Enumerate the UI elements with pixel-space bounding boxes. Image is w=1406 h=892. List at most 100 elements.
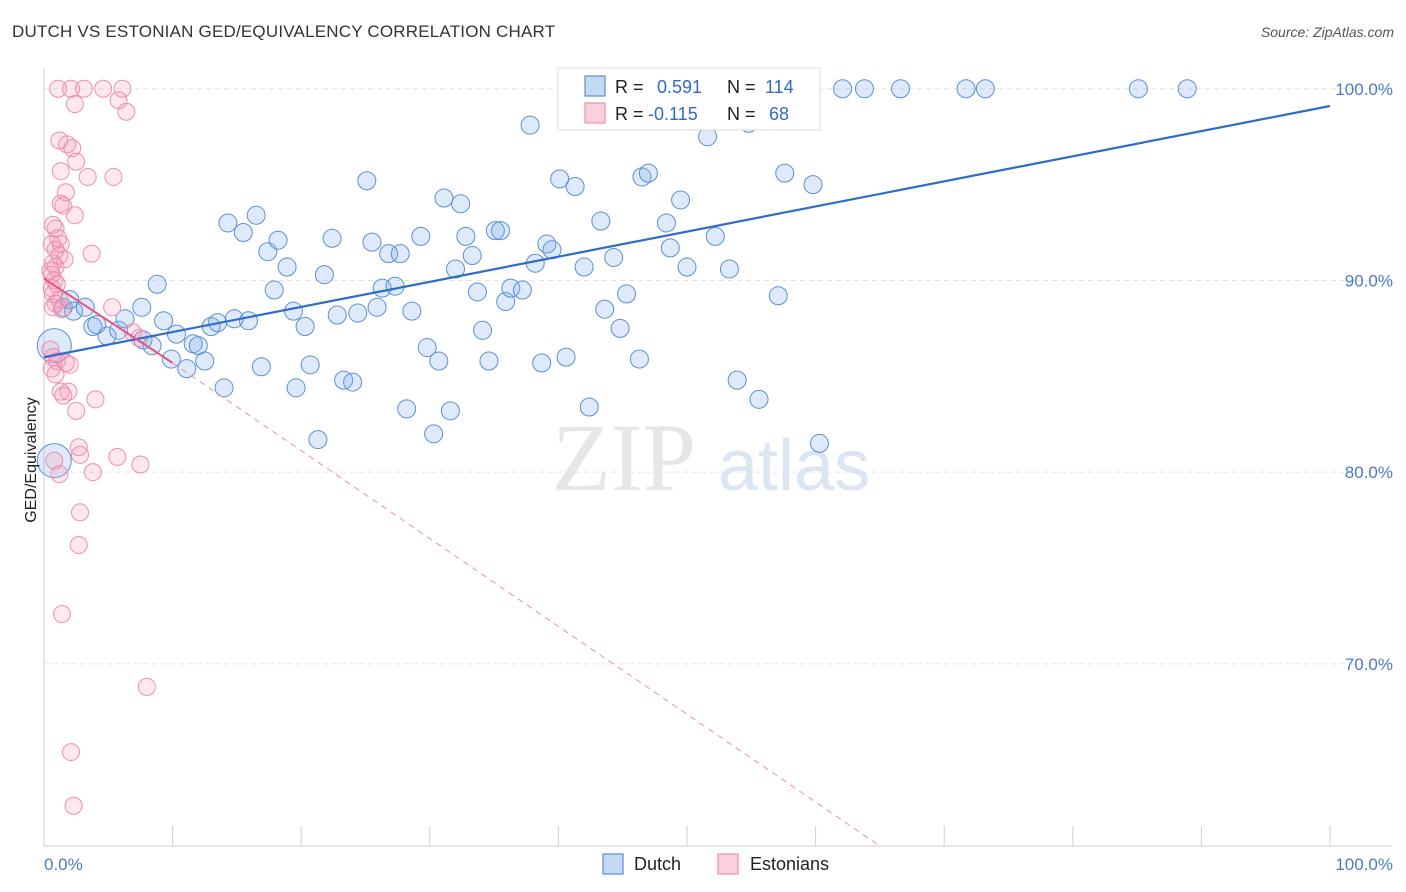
estonian-point-1 bbox=[62, 79, 81, 98]
estonian-point-0 bbox=[49, 79, 68, 98]
legend-dutch-n-label: N = bbox=[727, 77, 756, 97]
bottom-legend: Dutch Estonians bbox=[602, 853, 829, 875]
watermark-atlas: atlas bbox=[718, 426, 870, 506]
dutch-point-9 bbox=[109, 320, 129, 340]
dutch-point-81 bbox=[574, 257, 594, 277]
dutch-point-56 bbox=[417, 338, 437, 358]
estonian-point-18 bbox=[65, 206, 84, 225]
dutch-point-41 bbox=[322, 228, 342, 248]
dutch-point-42 bbox=[327, 305, 347, 325]
grid-lines bbox=[44, 88, 1392, 665]
legend-estonians-r-value: -0.115 bbox=[648, 104, 698, 124]
axes bbox=[43, 68, 1392, 847]
estonian-point-54 bbox=[69, 438, 88, 457]
dutch-point-53 bbox=[397, 399, 417, 419]
estonian-point-40 bbox=[103, 298, 122, 317]
dutch-point-106 bbox=[833, 79, 853, 99]
dutch-point-71 bbox=[501, 278, 521, 298]
dutch-point-1 bbox=[36, 443, 72, 479]
estonian-point-4 bbox=[113, 79, 132, 98]
dutch-point-39 bbox=[308, 430, 328, 450]
dutch-point-111 bbox=[1128, 79, 1148, 99]
dutch-point-99 bbox=[727, 370, 747, 390]
dutch-point-75 bbox=[532, 353, 552, 373]
dutch-point-65 bbox=[467, 282, 487, 302]
dutch-point-33 bbox=[268, 230, 288, 250]
estonian-point-46 bbox=[60, 355, 79, 374]
dutch-point-18 bbox=[177, 359, 197, 379]
bottom-legend-dutch: Dutch bbox=[634, 854, 681, 874]
estonian-point-58 bbox=[50, 465, 69, 484]
dutch-point-98 bbox=[719, 259, 739, 279]
estonian-point-10 bbox=[63, 139, 82, 158]
dutch-point-69 bbox=[491, 221, 511, 241]
legend-swatch-estonians bbox=[584, 102, 606, 124]
bottom-legend-swatch-dutch bbox=[602, 853, 624, 875]
dutch-point-29 bbox=[246, 205, 266, 225]
dutch-point-103 bbox=[775, 163, 795, 183]
dutch-point-27 bbox=[233, 223, 253, 243]
dutch-point-86 bbox=[610, 318, 630, 338]
dutch-point-63 bbox=[456, 226, 476, 246]
dutch-point-44 bbox=[343, 372, 363, 392]
legend: R = 0.591 N = 114 R = -0.115 N = 68 bbox=[557, 67, 821, 131]
dutch-point-47 bbox=[362, 232, 382, 252]
estonian-point-48 bbox=[46, 365, 65, 384]
estonian-point-5 bbox=[65, 95, 84, 114]
estonian-point-57 bbox=[131, 455, 150, 474]
dutch-point-16 bbox=[161, 349, 181, 369]
dutch-point-13 bbox=[132, 297, 152, 317]
dutch-point-66 bbox=[473, 320, 493, 340]
dutch-point-64 bbox=[462, 246, 482, 266]
y-tick-label-3: 100.0% bbox=[1335, 80, 1393, 99]
estonian-point-67 bbox=[41, 340, 60, 359]
bottom-legend-estonians: Estonians bbox=[750, 854, 829, 874]
dutch-point-21 bbox=[195, 351, 215, 371]
dutch-point-54 bbox=[402, 301, 422, 321]
chart-source: Source: ZipAtlas.com bbox=[1260, 24, 1394, 40]
estonian-point-15 bbox=[56, 183, 75, 202]
dutch-point-92 bbox=[660, 238, 680, 258]
dutch-point-38 bbox=[300, 355, 320, 375]
trend-lines bbox=[43, 104, 1331, 847]
estonian-point-13 bbox=[78, 167, 97, 186]
estonian-point-14 bbox=[104, 167, 123, 186]
estonian-point-7 bbox=[117, 102, 136, 121]
estonian-point-55 bbox=[71, 445, 90, 464]
dutch-point-60 bbox=[440, 401, 460, 421]
dutch-point-105 bbox=[809, 433, 829, 453]
dutch-point-109 bbox=[956, 79, 976, 99]
estonian-point-11 bbox=[67, 152, 86, 171]
legend-dutch-r-value: 0.591 bbox=[657, 77, 702, 97]
dutch-point-45 bbox=[348, 303, 368, 323]
y-tick-label-1: 80.0% bbox=[1345, 463, 1393, 482]
estonian-point-2 bbox=[74, 79, 93, 98]
estonian-point-62 bbox=[53, 605, 72, 624]
dutch-point-55 bbox=[411, 226, 431, 246]
estonian-point-22 bbox=[51, 235, 70, 254]
dutch-point-78 bbox=[550, 169, 570, 189]
x-tick-label-max: 100.0% bbox=[1335, 855, 1393, 874]
dutch-point-97 bbox=[705, 226, 725, 246]
dutch-point-61 bbox=[446, 259, 466, 279]
chart-title: DUTCH VS ESTONIAN GED/EQUIVALENCY CORREL… bbox=[12, 22, 556, 41]
dutch-point-46 bbox=[357, 171, 377, 191]
dutch-point-101 bbox=[749, 389, 769, 409]
dutch-point-107 bbox=[854, 79, 874, 99]
dutch-point-90 bbox=[638, 163, 658, 183]
y-tick-labels: 70.0% 80.0% 90.0% 100.0% bbox=[1335, 80, 1393, 674]
legend-estonians-n-label: N = bbox=[727, 104, 756, 124]
estonian-point-64 bbox=[62, 743, 81, 762]
dutch-point-40 bbox=[314, 265, 334, 285]
dutch-point-59 bbox=[434, 188, 454, 208]
dutch-point-93 bbox=[671, 190, 691, 210]
dutch-point-51 bbox=[385, 276, 405, 296]
y-tick-label-2: 90.0% bbox=[1345, 271, 1393, 290]
legend-estonians-r-label: R = bbox=[615, 104, 644, 124]
x-tick-label-min: 0.0% bbox=[44, 855, 83, 874]
dutch-point-32 bbox=[264, 280, 284, 300]
dutch-point-91 bbox=[656, 213, 676, 233]
dutch-point-85 bbox=[604, 247, 624, 267]
dutch-point-67 bbox=[479, 351, 499, 371]
